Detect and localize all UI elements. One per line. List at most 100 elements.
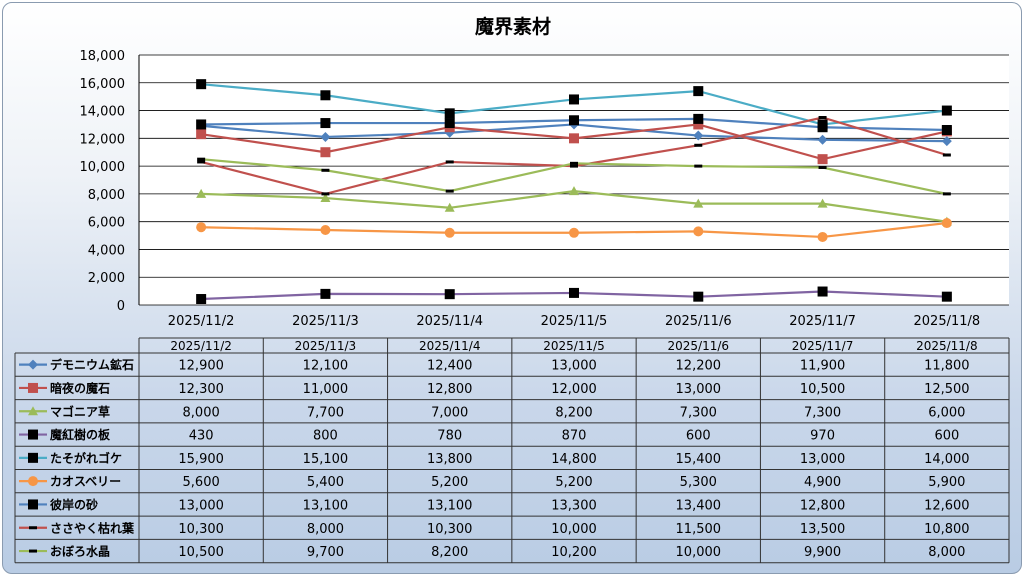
table-value-cell: 15,100 (303, 452, 349, 467)
data-point-5-5 (817, 231, 828, 242)
table-value-cell: 10,800 (924, 522, 970, 537)
table-value-cell: 8,200 (431, 545, 468, 560)
table-value-cell: 13,000 (551, 359, 597, 374)
data-point-0-6 (941, 136, 952, 147)
table-value-cell: 5,200 (431, 475, 468, 490)
data-point-8-3 (570, 161, 578, 165)
table-value-cell: 12,100 (303, 359, 349, 374)
legend-key-marker (28, 382, 38, 393)
data-point-3-6 (941, 291, 952, 302)
data-point-2-1 (320, 193, 331, 203)
legend-key-marker (28, 406, 38, 416)
table-value-cell: 12,500 (924, 382, 970, 397)
x-tick-label: 2025/11/4 (416, 314, 483, 329)
y-tick-label: 16,000 (80, 77, 126, 92)
data-point-1-3 (569, 133, 579, 144)
data-point-2-4 (693, 198, 704, 208)
table-value-cell: 13,500 (800, 522, 846, 537)
data-point-8-2 (445, 189, 454, 193)
data-point-6-2 (444, 118, 455, 129)
table-value-cell: 430 (189, 429, 214, 444)
y-tick-label: 14,000 (80, 105, 126, 120)
data-point-0-1 (320, 131, 331, 142)
table-value-cell: 8,000 (928, 545, 965, 560)
data-point-0-4 (693, 130, 704, 141)
table-value-cell: 13,100 (303, 498, 349, 513)
table-value-cell: 12,000 (551, 382, 597, 397)
table-value-cell: 12,200 (676, 359, 722, 374)
table-value-cell: 5,900 (928, 475, 965, 490)
data-point-6-5 (817, 122, 828, 133)
table-value-cell: 14,000 (924, 452, 970, 467)
data-point-3-2 (444, 289, 455, 300)
table-value-cell: 5,200 (555, 475, 592, 490)
data-point-6-6 (941, 125, 952, 135)
legend-key-marker (29, 549, 37, 553)
table-value-cell: 10,000 (551, 522, 597, 537)
table-value-cell: 870 (562, 429, 587, 444)
x-tick-label: 2025/11/6 (665, 314, 732, 329)
y-tick-label: 4,000 (88, 243, 125, 258)
data-point-1-1 (320, 147, 331, 158)
table-value-cell: 600 (686, 429, 711, 444)
data-point-7-4 (694, 143, 703, 147)
legend-key-marker (28, 429, 38, 440)
table-value-cell: 13,400 (676, 498, 722, 513)
data-point-8-0 (197, 157, 206, 161)
table-value-cell: 780 (437, 429, 462, 444)
series-name: ささやく枯れ葉 (50, 520, 135, 535)
legend-key-marker (28, 499, 38, 510)
table-header-cell: 2025/11/7 (792, 339, 854, 353)
table-value-cell: 12,800 (800, 498, 846, 513)
table-value-cell: 800 (313, 429, 338, 444)
table-value-cell: 10,000 (676, 545, 722, 560)
data-point-5-1 (320, 225, 331, 235)
table-value-cell: 7,300 (680, 405, 717, 420)
table-value-cell: 15,400 (676, 452, 722, 467)
data-point-5-0 (196, 222, 207, 233)
series-name: マゴニア草 (50, 404, 110, 419)
table-header-cell: 2025/11/3 (295, 339, 357, 353)
legend-key-marker (29, 526, 37, 530)
series-name: おぼろ水晶 (50, 544, 110, 559)
y-tick-label: 10,000 (80, 160, 126, 175)
legend-key-marker (28, 476, 38, 487)
data-point-8-1 (321, 168, 330, 172)
x-tick-label: 2025/11/8 (914, 314, 981, 329)
data-point-4-1 (320, 90, 331, 101)
x-tick-label: 2025/11/3 (292, 314, 359, 329)
table-value-cell: 5,600 (183, 475, 220, 490)
y-tick-label: 8,000 (88, 188, 125, 203)
line-chart: 魔界素材 0 2,000 4,000 6,000 8,000 10,000 12,000 14,… (14, 15, 1010, 564)
data-point-7-1 (321, 192, 330, 196)
table-value-cell: 11,000 (303, 382, 349, 397)
data-point-3-3 (569, 287, 579, 298)
data-point-0-5 (817, 134, 828, 145)
data-point-8-4 (694, 164, 703, 168)
y-tick-label: 2,000 (88, 271, 125, 286)
series-name: たそがれゴケ (50, 450, 122, 465)
data-point-2-5 (817, 198, 828, 208)
data-point-6-1 (320, 118, 331, 129)
table-value-cell: 10,500 (178, 545, 224, 560)
data-point-2-3 (569, 186, 579, 196)
data-point-4-6 (941, 105, 952, 116)
table-value-cell: 10,200 (551, 545, 597, 560)
table-value-cell: 13,300 (551, 498, 597, 513)
table-value-cell: 14,800 (551, 452, 597, 467)
data-point-4-0 (196, 79, 207, 90)
table-value-cell: 6,000 (928, 405, 965, 420)
table-header-cell: 2025/11/2 (170, 339, 232, 353)
data-point-5-2 (444, 227, 455, 238)
legend-key-marker (28, 359, 38, 370)
series-name: デモニウム鉱石 (50, 357, 134, 372)
data-point-4-2 (444, 108, 455, 119)
x-tick-label: 2025/11/5 (541, 314, 608, 329)
table-value-cell: 10,300 (427, 522, 473, 537)
data-point-7-0 (197, 160, 206, 164)
data-point-5-6 (941, 218, 952, 229)
data-point-4-3 (569, 94, 579, 105)
table-value-cell: 9,900 (804, 545, 841, 560)
table-value-cell: 4,900 (804, 475, 841, 490)
data-point-8-5 (818, 166, 827, 169)
